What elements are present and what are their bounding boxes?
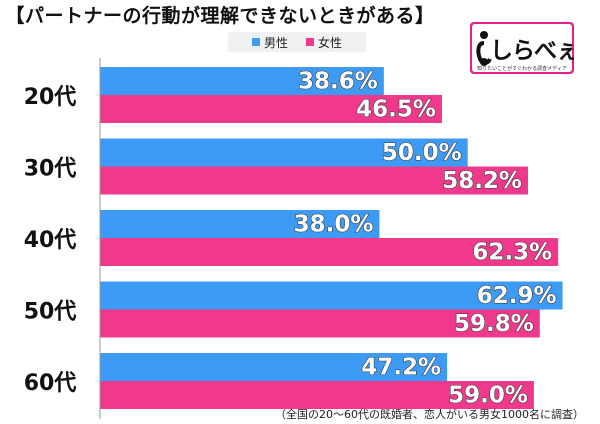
value-label: 46.5% <box>356 97 436 123</box>
bar-male <box>100 210 380 238</box>
value-label: 58.2% <box>442 168 522 194</box>
value-label: 62.9% <box>477 283 557 309</box>
bar-female <box>100 238 559 266</box>
legend-item-female: 女性 <box>306 34 342 51</box>
category-label: 60代 <box>24 371 77 396</box>
value-label: 38.0% <box>294 212 374 238</box>
category-label: 40代 <box>24 228 77 253</box>
logo-mark-icon <box>476 31 492 66</box>
value-label: 59.0% <box>448 383 528 409</box>
legend-item-male: 男性 <box>251 34 288 51</box>
legend-swatch-female <box>306 38 314 46</box>
chart-title: 【パートナーの行動が理解できないときがある】 <box>5 5 435 27</box>
logo-panel <box>472 24 572 72</box>
logo-tagline: 知りたいことがすぐわかる調査メディア <box>477 66 567 72</box>
brand-logo: しらべぇ 知りたいことがすぐわかる調査メディア <box>470 22 574 74</box>
category-label: 20代 <box>24 85 77 110</box>
legend-label-female: 女性 <box>318 35 343 50</box>
category-label: 30代 <box>24 157 77 182</box>
bar-male <box>100 138 468 167</box>
footnote: （全国の20～60代の既婚者、恋人がいる男女1000名に調査） <box>275 408 584 421</box>
bar-male <box>100 67 384 95</box>
bar-male <box>100 353 448 381</box>
logo-text: しらべぇ <box>490 38 574 64</box>
value-label: 38.6% <box>298 69 378 95</box>
legend-swatch-male <box>251 38 260 46</box>
bar-female <box>100 309 540 338</box>
category-label: 50代 <box>24 300 77 325</box>
value-label: 59.8% <box>454 311 534 337</box>
bar-female <box>100 166 528 195</box>
bar-male <box>100 281 563 310</box>
legend-label-male: 男性 <box>263 35 288 50</box>
legend: 男性 女性 <box>228 32 366 52</box>
value-label: 47.2% <box>361 355 441 381</box>
value-label: 62.3% <box>472 240 552 266</box>
value-label: 50.0% <box>382 140 462 166</box>
bar-female <box>100 95 442 123</box>
bar-female <box>100 381 534 409</box>
